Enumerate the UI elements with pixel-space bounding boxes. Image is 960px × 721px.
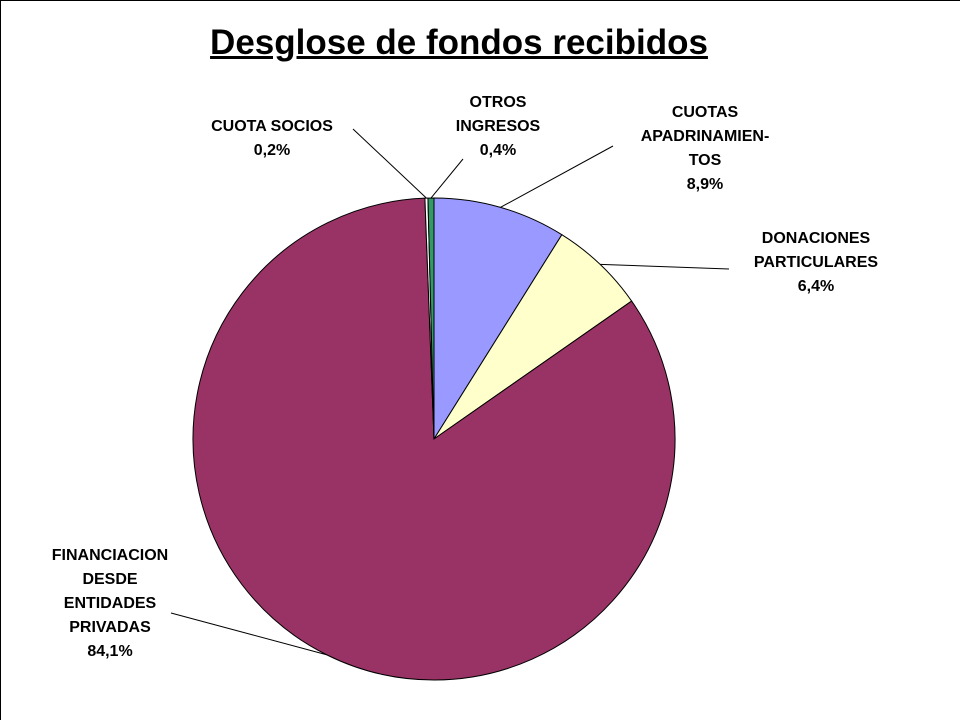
slice-label: CUOTAS APADRINAMIEN-TOS 8,9% [625, 101, 785, 197]
category-label: OTROS INGRESOS [455, 94, 541, 135]
slice-label: OTROS INGRESOS 0,4% [438, 91, 558, 163]
category-label: CUOTAS APADRINAMIEN-TOS [640, 104, 770, 169]
category-label: CUOTA SOCIOS [211, 118, 333, 135]
slice-label: FINANCIACION DESDE ENTIDADES PRIVADAS 84,… [40, 544, 180, 664]
leader-line [352, 128, 427, 199]
pie-slice [433, 197, 563, 441]
leader-line [500, 145, 614, 208]
leader-line [170, 612, 327, 656]
category-label: DONACIONES PARTICULARES [753, 230, 879, 271]
pie-slice [192, 197, 676, 681]
value-label: 84,1% [87, 643, 133, 660]
chart-title: Desglose de fondos recibidos [210, 23, 708, 62]
category-label: FINANCIACION DESDE ENTIDADES PRIVADAS [51, 547, 169, 636]
slice-label: CUOTA SOCIOS 0,2% [177, 115, 367, 163]
value-label: 8,9% [686, 176, 724, 193]
value-label: 6,4% [797, 278, 835, 295]
value-label: 0,2% [253, 142, 291, 159]
leader-line [430, 158, 464, 199]
leader-line [600, 263, 730, 270]
value-label: 0,4% [479, 142, 517, 159]
slice-label: DONACIONES PARTICULARES 6,4% [726, 227, 906, 299]
